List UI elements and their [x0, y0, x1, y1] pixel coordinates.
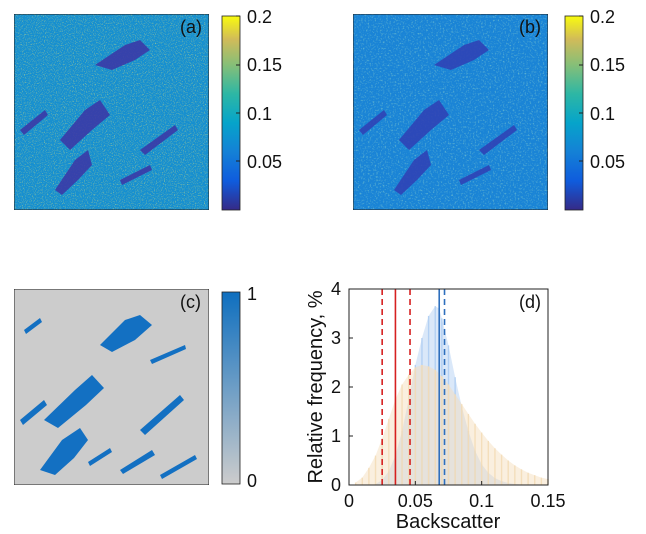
- panel-c: [14, 289, 209, 485]
- x-tick-label: 0: [344, 491, 354, 511]
- panel-d-ylabel: Relative frequency, %: [305, 290, 327, 483]
- histogram-bar: [441, 376, 443, 485]
- x-tick-label: 0.15: [530, 491, 565, 511]
- histogram-bar: [374, 455, 377, 485]
- panel-a-noise: [14, 14, 209, 210]
- panel-b: [353, 14, 548, 210]
- histogram-bar: [527, 472, 529, 485]
- histogram-bar: [534, 475, 536, 485]
- colorbar-b-ticks: [579, 15, 583, 162]
- panel-d-axes: 0 0.05 0.1 0.15 0 1 2 3 4: [331, 279, 566, 511]
- colorbar-c: [221, 291, 241, 485]
- panel-c-base: [14, 289, 209, 485]
- histogram-bar: [427, 366, 430, 485]
- panel-c-label: (c): [180, 292, 201, 312]
- histogram-bar: [480, 432, 483, 485]
- panel-a: [14, 14, 209, 210]
- colorbar-c-tick-label: 1: [247, 284, 257, 304]
- histogram-bar: [467, 413, 470, 485]
- y-tick-label: 4: [331, 279, 341, 299]
- histogram-bar: [487, 440, 489, 485]
- histogram-bar: [454, 394, 456, 485]
- histogram-bar: [514, 465, 516, 485]
- colorbar-a-tick-label: 0.2: [247, 7, 272, 27]
- histogram-bar: [401, 384, 403, 485]
- panel-a-label: (a): [180, 17, 202, 37]
- histogram-bar: [507, 460, 509, 485]
- panel-b-features: [359, 40, 517, 195]
- colorbar-b-tick-label: 0.05: [590, 152, 625, 172]
- histogram-bar: [500, 454, 503, 485]
- colorbar-c-tick-label: 0: [247, 471, 257, 491]
- histogram-bar: [461, 404, 463, 485]
- histogram-bar: [540, 477, 543, 485]
- panel-b-noise: [353, 14, 548, 210]
- panel-c-mask: [20, 315, 197, 479]
- colorbar-a-tick-label: 0.05: [247, 152, 282, 172]
- x-tick-label: 0.1: [469, 491, 494, 511]
- histogram-bar: [354, 482, 357, 485]
- histogram-bar: [408, 374, 410, 485]
- y-tick-label: 2: [331, 377, 341, 397]
- histogram-bar: [421, 364, 423, 485]
- colorbar-a-tick-label: 0.1: [247, 104, 272, 124]
- threshold-lines: [381, 289, 446, 485]
- y-tick-label: 3: [331, 328, 341, 348]
- colorbar-b-tick-label: 0.2: [590, 7, 615, 27]
- histogram-bar: [474, 423, 476, 485]
- panel-b-label: (b): [519, 17, 541, 37]
- colorbar-a-tick-label: 0.15: [247, 55, 282, 75]
- panel-a-features: [20, 40, 178, 195]
- histogram-bar: [388, 418, 390, 485]
- y-tick-label: 1: [331, 426, 341, 446]
- histogram-envelope: [355, 364, 548, 485]
- histogram-bar: [361, 477, 363, 485]
- panel-d-label: (d): [519, 292, 541, 312]
- panel-d-xlabel: Backscatter: [396, 511, 501, 533]
- histogram-bar: [414, 367, 417, 485]
- histogram-bar: [368, 467, 370, 485]
- panel-d-histogram: 0 0.05 0.1 0.15 0 1 2 3 4: [331, 279, 566, 511]
- colorbar-b-tick-label: 0.1: [590, 104, 615, 124]
- histogram-bar: [494, 448, 496, 485]
- colorbar-b-tick-label: 0.15: [590, 55, 625, 75]
- histogram-bar: [520, 469, 523, 485]
- colorbar-a-ticks: [236, 15, 240, 162]
- x-tick-label: 0.05: [398, 491, 433, 511]
- histogram-bar: [447, 384, 450, 485]
- y-tick-label: 0: [331, 475, 341, 495]
- histogram-bar: [434, 369, 436, 485]
